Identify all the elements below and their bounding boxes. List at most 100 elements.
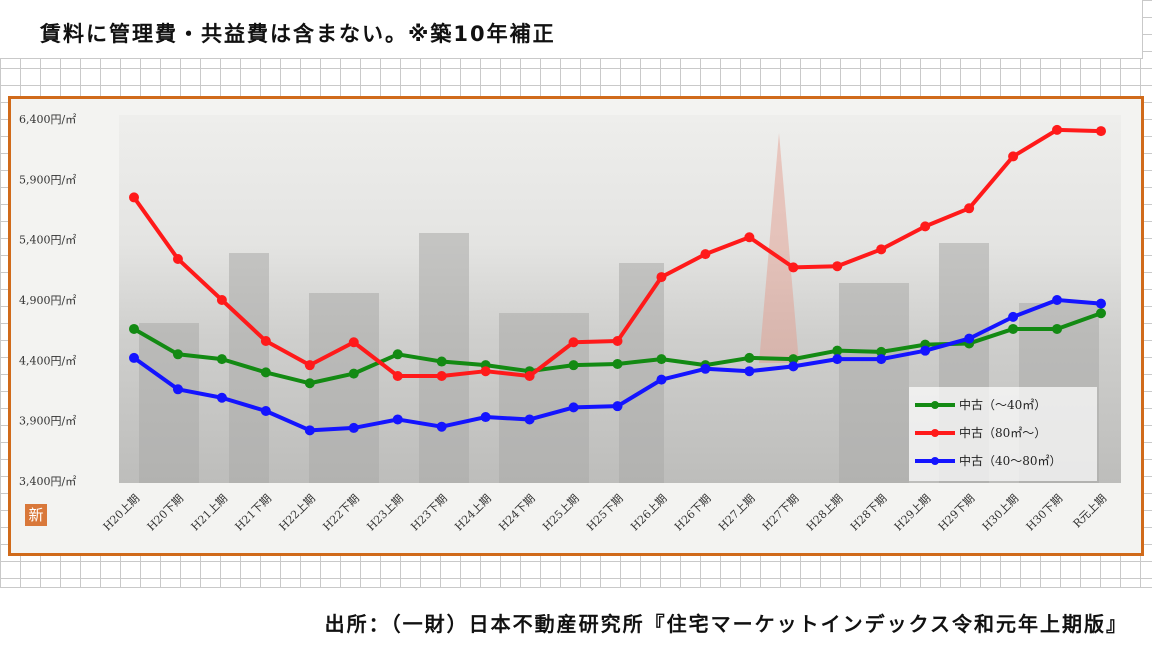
data-point-0 xyxy=(1008,323,1019,334)
data-point-2 xyxy=(744,366,755,377)
y-tick-label: 4,400円/㎡ xyxy=(19,354,76,367)
data-point-1 xyxy=(172,253,183,264)
data-point-1 xyxy=(524,371,535,382)
data-point-0 xyxy=(832,345,843,356)
data-point-2 xyxy=(788,361,799,372)
source-citation: 出所：（一財）日本不動産研究所『住宅マーケットインデックス令和元年上期版』 xyxy=(324,612,1128,636)
data-point-2 xyxy=(304,425,315,436)
x-tick-label: H23下期 xyxy=(408,492,449,533)
x-tick-label: H21上期 xyxy=(189,492,230,533)
data-point-2 xyxy=(1052,295,1063,305)
data-point-1 xyxy=(480,366,491,377)
data-point-1 xyxy=(832,261,843,272)
data-point-2 xyxy=(964,333,975,344)
x-tick-label: R元上期 xyxy=(1071,492,1109,530)
data-point-2 xyxy=(568,402,579,413)
x-tick-label: H22上期 xyxy=(277,492,318,533)
legend-label: 中古（40〜80㎡） xyxy=(959,453,1062,468)
data-point-0 xyxy=(612,358,623,369)
data-point-0 xyxy=(216,354,227,365)
data-point-1 xyxy=(348,337,359,348)
data-point-2 xyxy=(216,392,227,403)
logo-badge: 新 xyxy=(25,504,47,526)
data-point-1 xyxy=(436,371,447,382)
y-tick-label: 6,400円/㎡ xyxy=(19,113,76,126)
x-tick-label: H28上期 xyxy=(804,492,845,533)
data-point-1 xyxy=(656,272,667,283)
legend-marker-1 xyxy=(931,429,939,437)
data-point-1 xyxy=(216,295,227,305)
data-point-0 xyxy=(392,349,403,360)
data-point-1 xyxy=(876,244,887,255)
data-point-1 xyxy=(744,232,755,243)
y-tick-label: 5,900円/㎡ xyxy=(19,173,76,186)
line-chart: 3,400円/㎡ 3,900円/㎡ 4,400円/㎡ 4,900円/㎡ 5,400円/㎡… xyxy=(19,113,1109,533)
data-point-0 xyxy=(876,346,887,357)
data-point-1 xyxy=(788,262,799,273)
chart-frame: 3,400円/㎡ 3,900円/㎡ 4,400円/㎡ 4,900円/㎡ 5,400円/㎡… xyxy=(8,96,1144,556)
legend-marker-0 xyxy=(931,401,939,409)
data-point-2 xyxy=(436,421,447,432)
x-tick-label: H24上期 xyxy=(452,492,493,533)
data-point-1 xyxy=(129,192,139,203)
legend-label: 中古（〜40㎡） xyxy=(959,397,1046,412)
data-point-2 xyxy=(612,401,623,412)
data-point-2 xyxy=(876,354,887,365)
x-tick-label: H25上期 xyxy=(540,492,581,533)
data-point-2 xyxy=(260,406,271,417)
data-point-0 xyxy=(568,360,579,371)
legend-marker-2 xyxy=(931,457,939,465)
data-point-0 xyxy=(436,356,447,367)
data-point-1 xyxy=(1052,124,1063,135)
data-point-1 xyxy=(612,336,623,347)
data-point-1 xyxy=(568,337,579,348)
data-point-1 xyxy=(304,360,315,371)
data-point-1 xyxy=(1096,126,1106,137)
x-tick-label: H29上期 xyxy=(892,492,933,533)
data-point-0 xyxy=(129,323,139,334)
data-point-0 xyxy=(1096,308,1106,319)
data-point-2 xyxy=(348,422,359,433)
x-tick-label: H27上期 xyxy=(716,492,757,533)
legend-label: 中古（80㎡〜） xyxy=(959,425,1046,440)
data-point-0 xyxy=(348,368,359,379)
y-tick-label: 4,900円/㎡ xyxy=(19,294,76,307)
source-band: 出所：（一財）日本不動産研究所『住宅マーケットインデックス令和元年上期版』 xyxy=(0,587,1152,649)
x-tick-label: H25下期 xyxy=(584,492,625,533)
x-tick-label: H20上期 xyxy=(101,492,142,533)
x-tick-label: H29下期 xyxy=(936,492,977,533)
x-tick-label: H26下期 xyxy=(672,492,713,533)
data-point-1 xyxy=(964,203,975,214)
data-point-1 xyxy=(260,336,271,347)
data-point-2 xyxy=(920,345,931,356)
data-point-1 xyxy=(392,371,403,382)
y-tick-label: 3,400円/㎡ xyxy=(19,475,76,488)
data-point-1 xyxy=(920,221,931,232)
x-tick-label: H26上期 xyxy=(628,492,669,533)
x-tick-label: H21下期 xyxy=(233,492,274,533)
data-point-2 xyxy=(700,363,711,374)
data-point-2 xyxy=(1008,311,1019,322)
data-point-2 xyxy=(480,412,491,423)
data-point-0 xyxy=(656,354,667,365)
page-title: 賃料に管理費・共益費は含まない。※築10年補正 xyxy=(40,22,556,46)
x-tick-label: H30下期 xyxy=(1024,492,1065,533)
data-point-2 xyxy=(129,352,139,363)
x-tick-label: H27下期 xyxy=(760,492,801,533)
title-band: 賃料に管理費・共益費は含まない。※築10年補正 xyxy=(0,0,1143,59)
data-point-2 xyxy=(392,414,403,425)
data-point-2 xyxy=(172,384,183,395)
data-point-0 xyxy=(744,352,755,363)
x-tick-label: H30上期 xyxy=(980,492,1021,533)
data-point-1 xyxy=(1008,151,1019,162)
building-shape xyxy=(309,293,379,483)
y-tick-label: 5,400円/㎡ xyxy=(19,234,76,247)
data-point-1 xyxy=(700,249,711,260)
data-point-2 xyxy=(524,414,535,425)
data-point-2 xyxy=(656,374,667,385)
data-point-0 xyxy=(788,354,799,365)
y-tick-label: 3,900円/㎡ xyxy=(19,415,76,428)
data-point-0 xyxy=(172,349,183,360)
x-tick-label: H28下期 xyxy=(848,492,889,533)
data-point-2 xyxy=(1096,298,1106,309)
